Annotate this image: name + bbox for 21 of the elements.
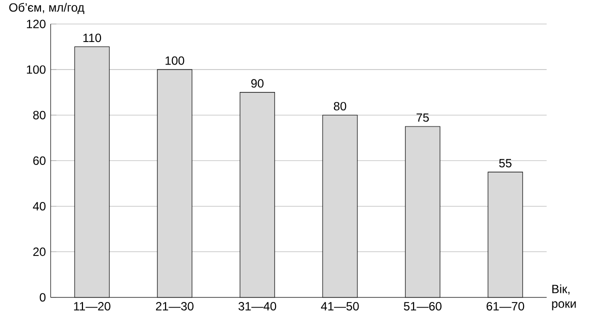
data-label: 55: [499, 159, 512, 168]
x-tick-label: 51—60: [404, 302, 442, 310]
x-tick-label: 21—30: [156, 302, 194, 310]
data-label: 90: [251, 79, 264, 88]
data-label: 100: [166, 56, 184, 65]
data-label: 75: [416, 113, 429, 122]
y-tick-label: 120: [26, 20, 46, 28]
y-tick-label: 40: [32, 202, 46, 210]
y-axis-title: Об’єм, мл/год: [9, 2, 84, 14]
y-tick-label: 80: [33, 110, 46, 120]
x-axis-title: Вік, роки: [552, 284, 576, 310]
x-tick-label: 31—40: [238, 302, 276, 310]
x-tick-label: 41—50: [320, 302, 359, 310]
x-tick-label: 61—70: [486, 302, 524, 310]
data-label: 80: [334, 102, 346, 110]
y-tick-label: 20: [33, 248, 46, 256]
data-label: 110: [83, 34, 102, 42]
x-tick-label: 11—20: [74, 302, 110, 310]
y-tick-label: 100: [26, 65, 46, 74]
y-tick-label: 0: [40, 293, 46, 302]
y-tick-label: 60: [33, 156, 46, 165]
